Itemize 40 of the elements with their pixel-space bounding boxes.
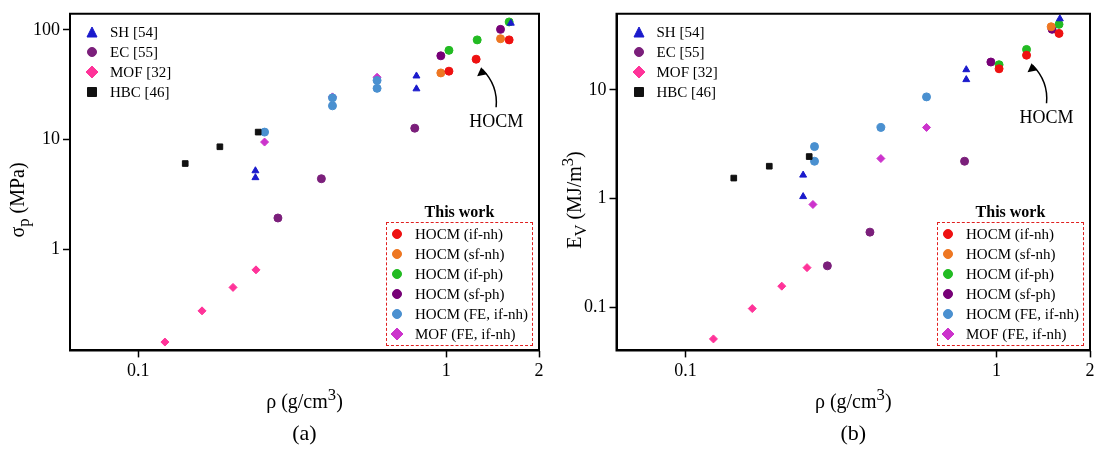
x-tick-label: 0.1 (674, 359, 697, 380)
legend-label: HBC [46] (110, 82, 170, 102)
legend-label: SH [54] (656, 22, 705, 42)
legend-label: MOF (FE, if-nh) (415, 325, 516, 345)
legend-title: This work (423, 202, 496, 223)
legend-label: MOF [32] (656, 62, 718, 82)
y-tick-label: 1 (51, 238, 60, 259)
legend-label: HOCM (sf-nh) (415, 245, 505, 265)
text: (b) (839, 420, 868, 446)
legend-label: HBC [46] (656, 82, 717, 102)
legend-label: HOCM (sf-nh) (966, 245, 1056, 265)
x-tick-label: 2 (534, 359, 544, 380)
legend-label: HOCM (FE, if-nh) (966, 305, 1079, 325)
y-tick-label: 10 (42, 128, 60, 149)
legend-label: SH [54] (110, 22, 158, 42)
y-tick-label: 10 (588, 78, 607, 99)
legend-label: MOF (FE, if-nh) (966, 325, 1067, 345)
legend-label: HOCM (if-nh) (966, 225, 1054, 245)
x-tick-label: 1 (991, 359, 1001, 380)
y-tick-label: 1 (597, 187, 607, 208)
legend-label: HOCM (sf-ph) (966, 285, 1056, 305)
legend-label: HOCM (if-nh) (415, 225, 503, 245)
x-tick-label: 1 (441, 359, 451, 380)
x-tick-label: 2 (1085, 359, 1095, 380)
legend-label: HOCM (if-ph) (415, 265, 503, 285)
legend-label: HOCM (FE, if-nh) (415, 305, 528, 325)
y-tick-label: 0.1 (584, 295, 607, 316)
annotation: HOCM (469, 110, 524, 131)
legend-label: EC [55] (110, 42, 158, 62)
text: (a) (291, 420, 318, 446)
annotation: HOCM (1019, 106, 1074, 127)
legend-label: MOF [32] (110, 62, 172, 82)
legend-label: HOCM (if-ph) (966, 265, 1054, 285)
x-axis-title: ρ (g/cm$^{3}$) (813, 385, 893, 413)
legend-title: This work (974, 202, 1047, 223)
legend-label: EC [55] (656, 42, 705, 62)
legend-label: HOCM (sf-ph) (415, 285, 505, 305)
y-tick-label: 100 (33, 18, 60, 39)
x-tick-label: 0.1 (127, 359, 150, 380)
x-axis-title: ρ (g/cm$^{3}$) (265, 385, 344, 413)
